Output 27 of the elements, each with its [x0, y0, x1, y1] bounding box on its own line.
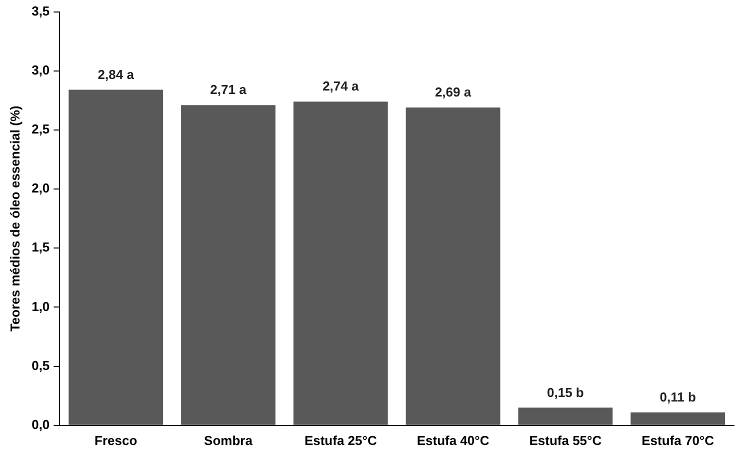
y-tick-label: 2,0: [32, 180, 50, 196]
bar: [630, 412, 726, 425]
data-label: 2,74 a: [322, 78, 360, 94]
data-label: 2,84 a: [98, 66, 135, 82]
bar: [181, 105, 276, 425]
x-tick-label: Estufa 40°C: [416, 432, 490, 448]
y-tick-label: 1,0: [32, 298, 50, 314]
y-tick-label: 3,0: [32, 62, 50, 78]
bar: [518, 408, 613, 425]
y-tick-label: 3,5: [32, 3, 50, 18]
x-tick-label: Estufa 55°C: [529, 432, 602, 448]
data-label: 0,11 b: [660, 389, 696, 404]
x-tick-label: Fresco: [94, 432, 138, 448]
y-axis-title: Teores médios de óleo essencial (%): [7, 106, 22, 332]
y-tick-label: 2,5: [32, 122, 50, 137]
y-tick-label: 1,5: [32, 240, 50, 255]
x-tick-label: Sombra: [204, 432, 254, 448]
bar: [68, 90, 164, 425]
data-label: 2,71 a: [210, 82, 248, 98]
data-label: 0,15 b: [546, 384, 584, 400]
y-tick-label: 0,5: [32, 358, 50, 373]
x-tick-label: Estufa 70°C: [642, 432, 715, 448]
bar: [293, 102, 388, 425]
data-label: 2,69 a: [434, 84, 472, 100]
bar: [406, 108, 500, 425]
x-tick-label: Estufa 25°C: [304, 432, 378, 448]
y-tick-label: 0,0: [32, 416, 50, 432]
